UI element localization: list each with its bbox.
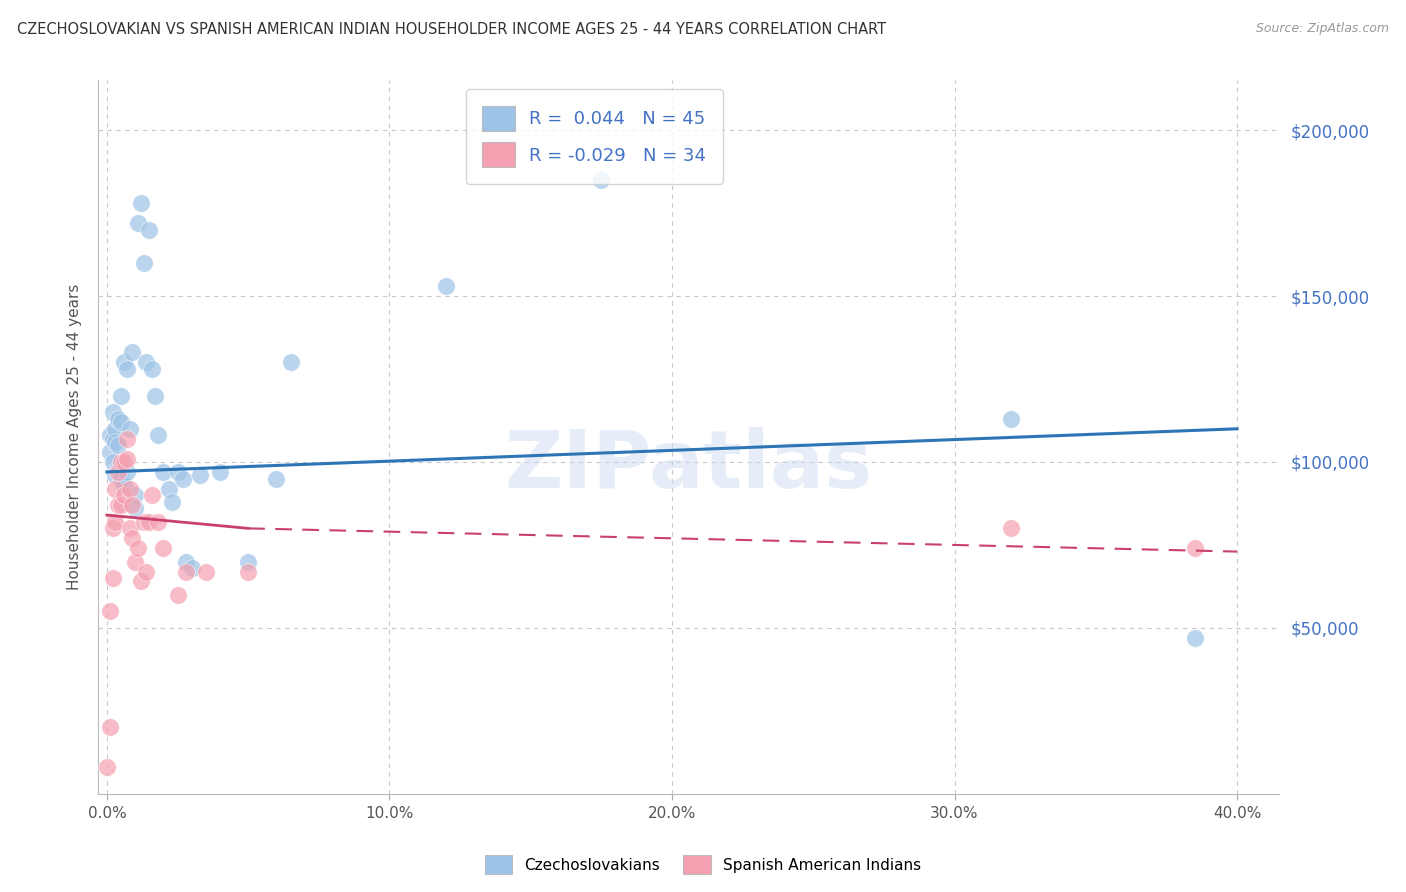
- Point: [107, 465, 129, 479]
- Point: [280, 355, 302, 369]
- Point: [146, 428, 169, 442]
- Point: [1000, 521, 1022, 535]
- Point: [98, 721, 121, 735]
- Point: [127, 541, 149, 556]
- Point: [104, 515, 127, 529]
- Point: [110, 415, 132, 429]
- Point: [110, 498, 132, 512]
- Point: [118, 422, 141, 436]
- Point: [132, 256, 155, 270]
- Point: [112, 355, 135, 369]
- Point: [1184, 631, 1206, 645]
- Point: [166, 588, 188, 602]
- Point: [110, 388, 132, 402]
- Point: [121, 345, 143, 359]
- Point: [115, 451, 138, 466]
- Legend: Czechoslovakians, Spanish American Indians: Czechoslovakians, Spanish American India…: [479, 849, 927, 880]
- Point: [188, 468, 211, 483]
- Point: [138, 222, 160, 236]
- Point: [129, 196, 152, 211]
- Point: [266, 472, 288, 486]
- Point: [135, 565, 157, 579]
- Point: [115, 465, 138, 479]
- Point: [152, 465, 174, 479]
- Text: CZECHOSLOVAKIAN VS SPANISH AMERICAN INDIAN HOUSEHOLDER INCOME AGES 25 - 44 YEARS: CZECHOSLOVAKIAN VS SPANISH AMERICAN INDI…: [17, 22, 886, 37]
- Point: [121, 498, 143, 512]
- Point: [591, 173, 613, 187]
- Text: Source: ZipAtlas.com: Source: ZipAtlas.com: [1256, 22, 1389, 36]
- Point: [141, 488, 163, 502]
- Point: [110, 455, 132, 469]
- Legend: R =  0.044   N = 45, R = -0.029   N = 34: R = 0.044 N = 45, R = -0.029 N = 34: [467, 89, 723, 184]
- Point: [115, 432, 138, 446]
- Point: [141, 362, 163, 376]
- Point: [166, 465, 188, 479]
- Point: [98, 428, 121, 442]
- Point: [129, 574, 152, 589]
- Point: [1184, 541, 1206, 556]
- Point: [194, 565, 217, 579]
- Point: [104, 482, 127, 496]
- Point: [172, 472, 194, 486]
- Point: [104, 435, 127, 450]
- Point: [135, 355, 157, 369]
- Point: [101, 571, 124, 585]
- Point: [138, 515, 160, 529]
- Point: [101, 521, 124, 535]
- Point: [101, 405, 124, 419]
- Point: [98, 604, 121, 618]
- Point: [124, 555, 146, 569]
- Point: [238, 565, 260, 579]
- Point: [96, 760, 118, 774]
- Point: [124, 488, 146, 502]
- Point: [107, 498, 129, 512]
- Point: [174, 555, 197, 569]
- Point: [110, 472, 132, 486]
- Point: [104, 468, 127, 483]
- Point: [101, 432, 124, 446]
- Point: [107, 412, 129, 426]
- Point: [115, 362, 138, 376]
- Point: [180, 561, 202, 575]
- Point: [118, 521, 141, 535]
- Point: [127, 216, 149, 230]
- Point: [124, 501, 146, 516]
- Point: [146, 515, 169, 529]
- Point: [112, 478, 135, 492]
- Y-axis label: Householder Income Ages 25 - 44 years: Householder Income Ages 25 - 44 years: [66, 284, 82, 591]
- Point: [132, 515, 155, 529]
- Point: [1000, 412, 1022, 426]
- Point: [118, 482, 141, 496]
- Point: [98, 445, 121, 459]
- Point: [160, 495, 183, 509]
- Point: [112, 488, 135, 502]
- Point: [157, 482, 180, 496]
- Point: [112, 455, 135, 469]
- Text: ZIPatlas: ZIPatlas: [505, 426, 873, 505]
- Point: [238, 555, 260, 569]
- Point: [104, 422, 127, 436]
- Point: [174, 565, 197, 579]
- Point: [101, 455, 124, 469]
- Point: [152, 541, 174, 556]
- Point: [107, 438, 129, 452]
- Point: [434, 279, 457, 293]
- Point: [208, 465, 231, 479]
- Point: [121, 531, 143, 545]
- Point: [143, 388, 166, 402]
